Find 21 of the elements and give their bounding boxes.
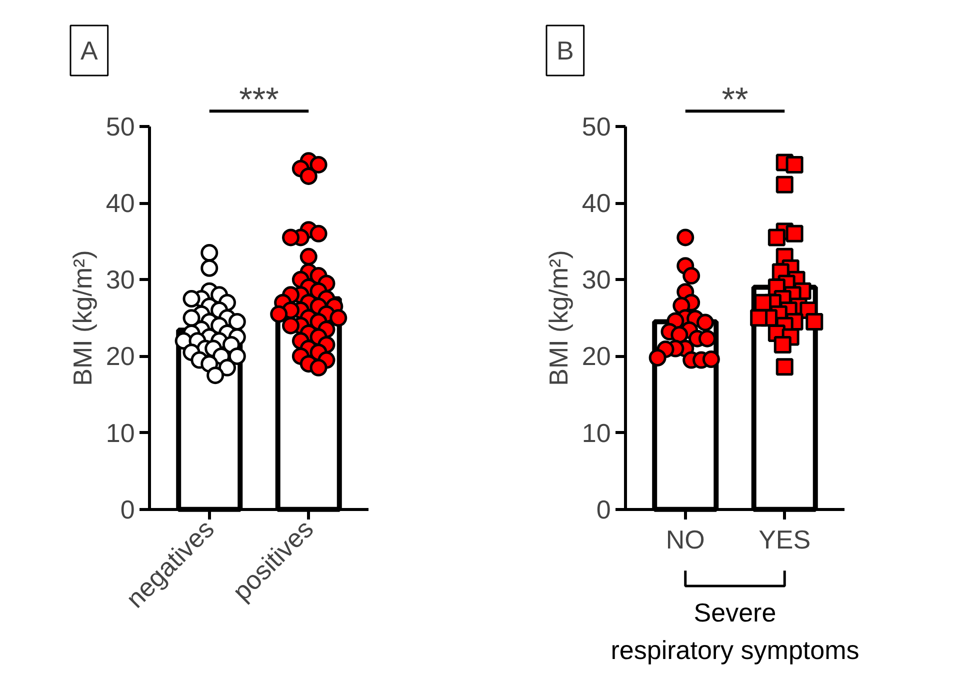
- x-axis-title: Severe respiratory symptoms: [610, 597, 860, 665]
- y-axis-title: BMI (kg/m²): [68, 250, 98, 386]
- y-tick-label: 50: [106, 111, 135, 142]
- y-tick-label: 20: [582, 341, 611, 372]
- y-tick-label: 10: [582, 418, 611, 448]
- text: ***: [239, 81, 279, 120]
- y-tick-label: 30: [582, 264, 611, 295]
- y-axis-title: BMI (kg/m²): [544, 250, 574, 386]
- y-tick-label: 30: [106, 264, 135, 295]
- chart-title: B: [556, 36, 574, 66]
- y-tick-label: 50: [582, 111, 611, 142]
- y-tick-label: 20: [106, 341, 135, 372]
- y-tick-label: 10: [106, 418, 135, 448]
- y-tick-label: 0: [120, 494, 135, 524]
- x-tick-label: NO: [666, 524, 705, 554]
- y-tick-label: 40: [582, 188, 611, 218]
- chart-title: A: [80, 36, 98, 66]
- x-tick-label: YES: [758, 524, 811, 554]
- y-tick-label: 40: [106, 188, 135, 218]
- y-tick-label: 0: [596, 494, 611, 524]
- text: **: [722, 81, 748, 120]
